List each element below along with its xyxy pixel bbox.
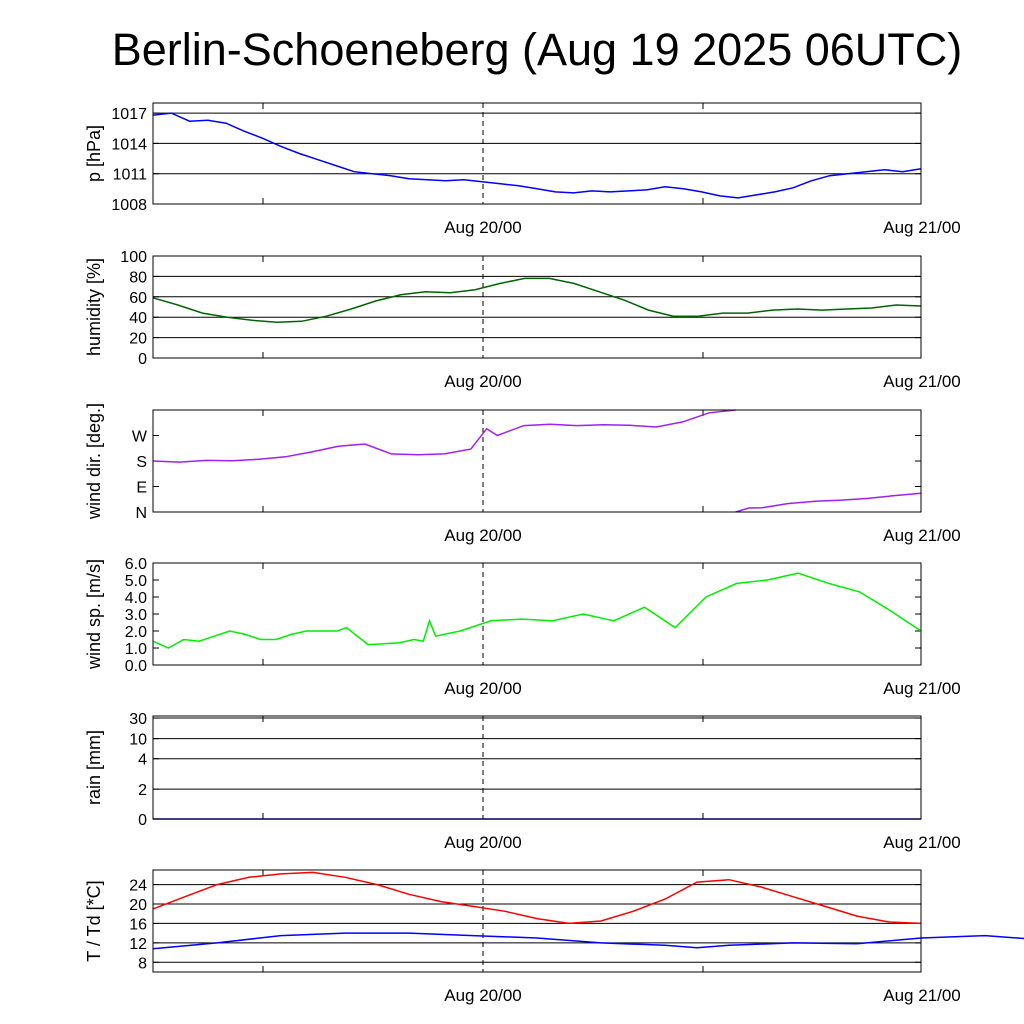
y-tick-label: 6.0 bbox=[125, 556, 147, 573]
y-tick-label: 1017 bbox=[111, 106, 147, 123]
series-line bbox=[152, 112, 922, 199]
y-tick-label: 1011 bbox=[113, 167, 148, 184]
y-tick-label: 12 bbox=[129, 936, 147, 953]
x-tick-label: Aug 21/00 bbox=[883, 526, 961, 545]
y-tick-label: 0 bbox=[138, 812, 147, 829]
y-tick-label: 8 bbox=[138, 955, 147, 972]
y-tick-label: 20 bbox=[129, 331, 147, 348]
y-axis-label: rain [mm] bbox=[84, 730, 104, 805]
series-line bbox=[152, 409, 736, 463]
y-tick-label: 1.0 bbox=[125, 641, 147, 658]
x-tick-label: Aug 20/00 bbox=[444, 833, 522, 852]
x-tick-label: Aug 20/00 bbox=[444, 986, 522, 1005]
y-tick-label: 1008 bbox=[111, 197, 147, 214]
y-axis-label: p [hPa] bbox=[84, 125, 104, 182]
y-tick-label: 2.0 bbox=[125, 624, 147, 641]
panel-frame bbox=[152, 869, 922, 973]
y-tick-label: 4.0 bbox=[125, 590, 147, 607]
y-tick-label: 3.0 bbox=[125, 607, 147, 624]
series-line bbox=[152, 572, 922, 649]
y-tick-label: 40 bbox=[129, 310, 147, 327]
y-tick-label: 24 bbox=[129, 878, 147, 895]
x-tick-label: Aug 21/00 bbox=[883, 218, 961, 237]
y-tick-label: 100 bbox=[120, 249, 147, 266]
x-tick-label: Aug 21/00 bbox=[883, 679, 961, 698]
y-tick-label: 10 bbox=[129, 732, 147, 749]
y-axis-label: humidity [%] bbox=[84, 258, 104, 356]
y-tick-label: 30 bbox=[129, 711, 147, 728]
x-tick-label: Aug 20/00 bbox=[444, 526, 522, 545]
series-line bbox=[152, 932, 1024, 950]
x-tick-label: Aug 21/00 bbox=[883, 833, 961, 852]
y-tick-label: 80 bbox=[129, 269, 147, 286]
y-axis-label: wind sp. [m/s] bbox=[84, 559, 104, 670]
panel-frame bbox=[152, 562, 922, 666]
x-tick-label: Aug 20/00 bbox=[444, 372, 522, 391]
x-tick-label: Aug 21/00 bbox=[883, 986, 961, 1005]
y-tick-label: 4 bbox=[138, 752, 147, 769]
y-tick-label: W bbox=[132, 429, 148, 446]
panel-frame bbox=[152, 715, 922, 820]
y-tick-label: N bbox=[135, 505, 147, 522]
y-axis-label: T / Td [*C] bbox=[84, 880, 104, 961]
y-tick-label: 2 bbox=[138, 782, 147, 799]
series-line bbox=[735, 492, 922, 513]
y-axis-label: wind dir. [deg.] bbox=[84, 403, 104, 520]
panel-frame bbox=[152, 255, 922, 359]
panel-frame bbox=[152, 409, 922, 513]
y-tick-label: 5.0 bbox=[125, 573, 147, 590]
panel-frame bbox=[152, 102, 922, 205]
series-line bbox=[152, 277, 922, 324]
chart-title: Berlin-Schoeneberg (Aug 19 2025 06UTC) bbox=[111, 24, 963, 75]
y-tick-label: 60 bbox=[129, 290, 147, 307]
y-tick-label: S bbox=[136, 454, 147, 471]
y-tick-label: 1014 bbox=[111, 136, 147, 153]
x-tick-label: Aug 20/00 bbox=[444, 679, 522, 698]
y-tick-label: 0.0 bbox=[125, 658, 147, 675]
y-tick-label: 0 bbox=[138, 351, 147, 368]
y-tick-label: 20 bbox=[129, 897, 147, 914]
y-tick-label: E bbox=[136, 480, 147, 497]
series-line bbox=[152, 871, 922, 925]
y-tick-label: 16 bbox=[129, 916, 147, 933]
x-tick-label: Aug 21/00 bbox=[883, 372, 961, 391]
x-tick-label: Aug 20/00 bbox=[444, 218, 522, 237]
